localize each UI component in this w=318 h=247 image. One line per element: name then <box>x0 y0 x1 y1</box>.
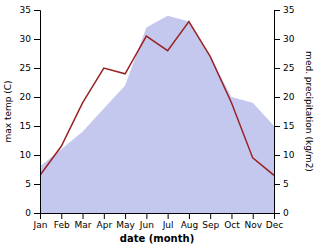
tick-mark <box>34 213 40 214</box>
tick-label: Feb <box>54 220 70 230</box>
y-axis: 0 5 10 15 20 25 30 35 <box>20 5 41 218</box>
tick-mark <box>274 213 275 219</box>
tick: 10 <box>274 150 295 160</box>
tick-label: Mar <box>75 220 92 230</box>
tick-mark <box>189 213 190 219</box>
tick-label: 30 <box>20 34 32 44</box>
tick: Apr <box>97 213 113 230</box>
tick-mark <box>61 213 62 219</box>
tick-mark <box>34 126 40 127</box>
tick-label: Aug <box>181 220 199 230</box>
tick-label: 20 <box>283 92 295 102</box>
tick: 35 <box>274 5 294 15</box>
tick: Sep <box>202 213 219 230</box>
tick: Feb <box>54 213 70 230</box>
y2-axis: 0 5 10 15 20 25 30 35 <box>274 5 295 218</box>
axis-line <box>34 11 41 214</box>
y-axis-title: max temp (C) <box>3 80 13 142</box>
chart: 0 5 10 15 20 25 30 35 0 5 10 15 20 25 30 35 Jan Feb Mar Apr… <box>0 0 318 247</box>
tick: 20 <box>20 92 40 102</box>
tick-label: 30 <box>283 34 295 44</box>
area <box>40 16 274 213</box>
tick-label: Dec <box>266 220 283 230</box>
tick-mark <box>210 213 211 219</box>
tick-label: Jun <box>139 220 154 230</box>
tick: 15 <box>274 121 294 131</box>
tick-mark <box>104 213 105 219</box>
tick-label: 5 <box>25 179 31 189</box>
tick: 5 <box>274 179 289 189</box>
tick-mark <box>231 213 232 219</box>
tick-mark <box>146 213 147 219</box>
tick-mark <box>34 39 40 40</box>
tick-label: 15 <box>283 121 294 131</box>
tick-mark <box>274 155 280 156</box>
tick: Dec <box>266 213 283 230</box>
tick-mark <box>274 184 280 185</box>
tick-label: Apr <box>97 220 113 230</box>
tick: 0 <box>274 208 289 218</box>
tick-mark <box>34 97 40 98</box>
tick: 5 <box>25 179 40 189</box>
tick-label: Nov <box>244 220 262 230</box>
tick-mark <box>274 97 280 98</box>
tick: 35 <box>20 5 40 15</box>
tick: Oct <box>224 213 240 230</box>
tick: Mar <box>75 213 92 230</box>
tick: Jul <box>162 213 174 230</box>
tick-mark <box>274 10 280 11</box>
tick: 10 <box>20 150 40 160</box>
tick-mark <box>168 213 169 219</box>
tick-mark <box>253 213 254 219</box>
tick-label: 5 <box>283 179 289 189</box>
tick-mark <box>40 213 41 219</box>
tick: 30 <box>274 34 295 44</box>
tick: Aug <box>181 213 199 230</box>
tick: Jun <box>139 213 154 230</box>
tick-label: 35 <box>283 5 294 15</box>
tick: Nov <box>244 213 262 230</box>
tick-label: 35 <box>20 5 31 15</box>
tick-label: Jan <box>33 220 48 230</box>
tick-label: Sep <box>202 220 219 230</box>
x-axis-title: date (month) <box>120 233 194 244</box>
tick: 20 <box>274 92 295 102</box>
tick-mark <box>34 10 40 11</box>
line <box>40 22 274 176</box>
axis-line <box>41 214 275 220</box>
tick: 0 <box>25 208 40 218</box>
tick: 25 <box>20 63 40 73</box>
tick: 15 <box>20 121 40 131</box>
tick-label: 10 <box>20 150 32 160</box>
tick: May <box>116 213 135 230</box>
tick-mark <box>34 155 40 156</box>
tick-label: Jul <box>162 220 174 230</box>
tick-label: 0 <box>25 208 31 218</box>
tick-label: 0 <box>283 208 289 218</box>
tick-mark <box>274 39 280 40</box>
tick-mark <box>83 213 84 219</box>
x-axis: Jan Feb Mar AprMay Jun Jul AugSep Oct Nov Dec <box>33 213 284 230</box>
tick-label: Oct <box>224 220 240 230</box>
tick-label: 25 <box>20 63 31 73</box>
tick-label: 20 <box>20 92 32 102</box>
axis-line <box>275 11 281 214</box>
tick-label: May <box>116 220 135 230</box>
tick: 25 <box>274 63 294 73</box>
tick-mark <box>34 68 40 69</box>
tick: 30 <box>20 34 40 44</box>
plot-area <box>40 16 274 213</box>
tick-mark <box>34 184 40 185</box>
tick-label: 25 <box>283 63 294 73</box>
tick-label: 15 <box>20 121 31 131</box>
tick-mark <box>274 68 280 69</box>
tick-label: 10 <box>283 150 295 160</box>
y2-axis-title: med. precipitation (kg/m2) <box>304 51 314 172</box>
tick: Jan <box>33 213 48 230</box>
tick-mark <box>274 126 280 127</box>
tick-mark <box>125 213 126 219</box>
